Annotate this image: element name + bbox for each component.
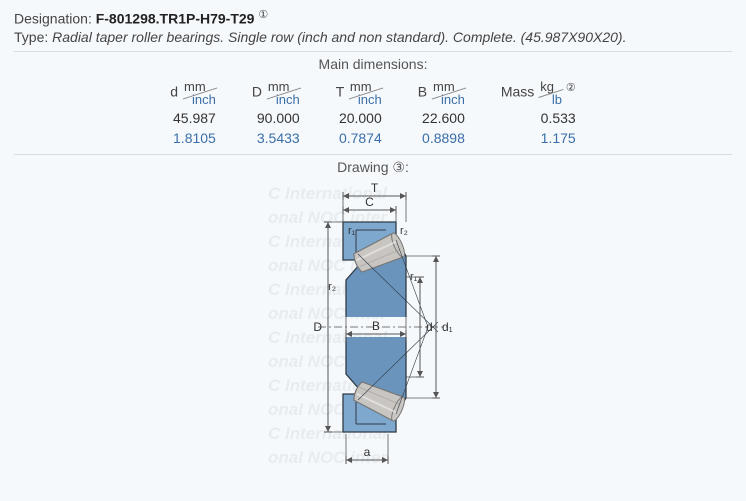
dimensions-header-row: d mminchD mminchT mminchB mminchMass kgl… — [152, 78, 593, 108]
svg-text:r₂: r₂ — [328, 281, 336, 293]
cell: 3.5433 — [234, 128, 318, 148]
type-value: Radial taper roller bearings. Single row… — [52, 29, 626, 45]
svg-text:B: B — [372, 319, 380, 333]
svg-text:r₂: r₂ — [400, 225, 408, 237]
dimensions-primary-row: 45.98790.00020.00022.6000.533 — [152, 108, 593, 128]
cell: 22.600 — [400, 108, 483, 128]
cell: 0.7874 — [318, 128, 400, 148]
designation-row: Designation: F-801298.TR1P-H79-T29 ① — [14, 8, 732, 27]
designation-note: ① — [258, 8, 268, 21]
drawing-title: Drawing ③: — [14, 159, 732, 176]
designation-value: F-801298.TR1P-H79-T29 — [96, 11, 255, 27]
type-row: Type: Radial taper roller bearings. Sing… — [14, 29, 732, 45]
col-header: d mminch — [152, 78, 234, 108]
cell: 20.000 — [318, 108, 400, 128]
col-header: T mminch — [318, 78, 400, 108]
dimensions-alt-row: 1.81053.54330.78740.88981.175 — [152, 128, 593, 148]
col-header: B mminch — [400, 78, 483, 108]
svg-text:r₁: r₁ — [348, 225, 356, 237]
bearing-svg: TCr₁r₂r₂r₁Ddd₁Ba — [288, 182, 458, 472]
cell: 1.8105 — [152, 128, 234, 148]
bearing-drawing: C Internationalonal NOC interC Internati… — [288, 182, 458, 472]
divider — [14, 154, 732, 155]
col-header: Mass kglb ② — [483, 78, 594, 108]
svg-text:C: C — [365, 195, 374, 209]
svg-text:d₁: d₁ — [442, 320, 453, 334]
svg-text:a: a — [364, 445, 371, 459]
type-label: Type: — [14, 29, 48, 45]
col-header: D mminch — [234, 78, 318, 108]
cell: 0.533 — [483, 108, 594, 128]
cell: 45.987 — [152, 108, 234, 128]
cell: 90.000 — [234, 108, 318, 128]
divider — [14, 51, 732, 52]
cell: 1.175 — [483, 128, 594, 148]
cell: 0.8898 — [400, 128, 483, 148]
dimensions-table: d mminchD mminchT mminchB mminchMass kgl… — [152, 78, 593, 148]
dimensions-title: Main dimensions: — [14, 56, 732, 72]
svg-text:D: D — [313, 320, 322, 334]
designation-label: Designation: — [14, 11, 92, 27]
svg-text:T: T — [371, 182, 379, 195]
svg-text:d: d — [426, 320, 433, 334]
